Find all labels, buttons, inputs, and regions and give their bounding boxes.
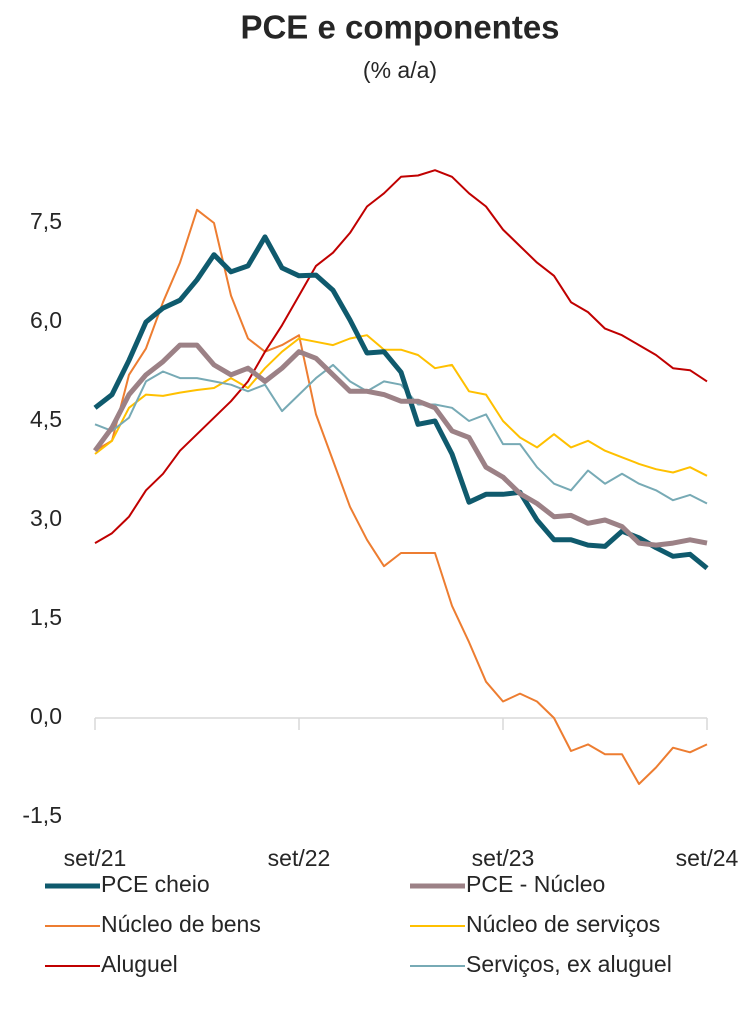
series-line (94, 169, 708, 544)
legend-label: Serviços, ex aluguel (466, 951, 672, 977)
chart-subtitle: (% a/a) (363, 57, 437, 83)
y-tick-label: 0,0 (30, 703, 62, 729)
legend-label: Aluguel (101, 951, 178, 977)
y-tick-label: -1,5 (22, 802, 62, 828)
legend-label: Núcleo de serviços (466, 911, 660, 937)
legend-label: PCE - Núcleo (466, 871, 605, 897)
legend-label: PCE cheio (101, 871, 210, 897)
legend-label: Núcleo de bens (101, 911, 261, 937)
y-tick-label: 6,0 (30, 307, 62, 333)
chart-title: PCE e componentes (240, 9, 559, 46)
y-tick-label: 7,5 (30, 208, 62, 234)
y-tick-label: 4,5 (30, 406, 62, 432)
series-line (94, 334, 708, 477)
series-line (92, 342, 708, 548)
y-tick-label: 3,0 (30, 505, 62, 531)
series-line (93, 234, 709, 571)
x-tick-label: set/21 (64, 845, 127, 871)
y-tick-label: 1,5 (30, 604, 62, 630)
series-line (94, 363, 708, 505)
x-tick-label: set/23 (472, 845, 535, 871)
series-line (94, 208, 708, 785)
x-tick-label: set/22 (268, 845, 331, 871)
x-tick-label: set/24 (676, 845, 739, 871)
